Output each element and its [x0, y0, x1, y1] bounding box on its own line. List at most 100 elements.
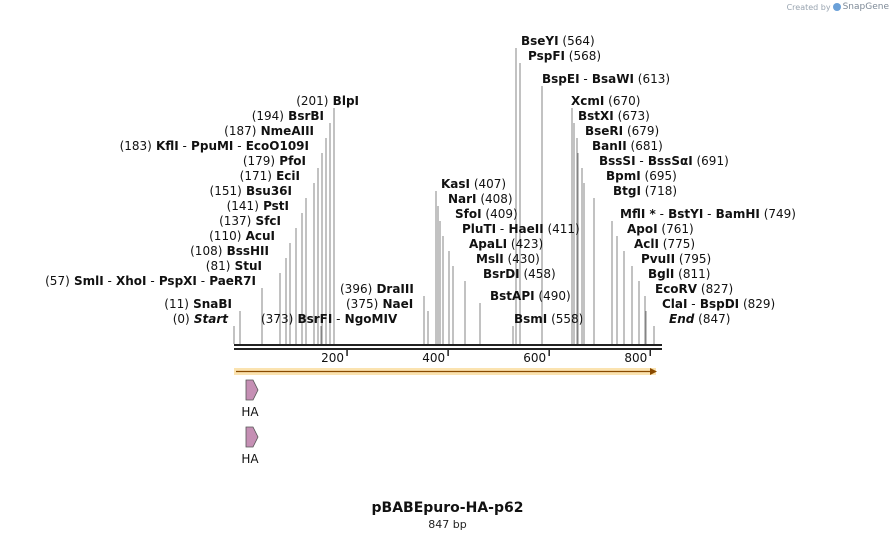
- site-separator: -: [496, 222, 504, 236]
- site-label-4[interactable]: (179) PfoI: [243, 154, 306, 168]
- site-separator: -: [197, 274, 205, 288]
- enzyme-name: Start: [190, 312, 230, 326]
- credit-prefix: Created by: [786, 2, 831, 12]
- site-position: (681): [627, 139, 663, 153]
- site-label-17[interactable]: (375) NaeI: [346, 297, 413, 311]
- enzyme-name: NmeAIII: [256, 124, 314, 138]
- site-label-21[interactable]: PluTI - HaeII (411): [462, 222, 580, 236]
- site-position: (375): [346, 297, 378, 311]
- site-label-12[interactable]: (57) SmlI - XhoI - PspXI - PaeR7I: [45, 274, 256, 288]
- enzyme-name: BsrFI: [293, 312, 332, 326]
- site-position: (679): [623, 124, 659, 138]
- enzyme-name: PaeR7I: [205, 274, 256, 288]
- enzyme-name: End: [669, 312, 695, 326]
- site-label-40[interactable]: PvuII (795): [641, 252, 711, 266]
- site-label-30[interactable]: XcmI (670): [571, 94, 640, 108]
- site-label-38[interactable]: ApoI (761): [627, 222, 694, 236]
- feature-ha-arrow[interactable]: [245, 379, 259, 401]
- orf-arrow[interactable]: [234, 368, 657, 375]
- site-label-1[interactable]: (194) BsrBI: [252, 109, 324, 123]
- site-label-6[interactable]: (151) Bsu36I: [210, 184, 292, 198]
- site-label-14[interactable]: (0) Start: [173, 312, 230, 326]
- site-label-43[interactable]: ClaI - BspDI (829): [662, 297, 775, 311]
- site-label-28[interactable]: PspFI (568): [528, 49, 601, 63]
- site-label-33[interactable]: BanII (681): [592, 139, 663, 153]
- enzyme-name: HaeII: [504, 222, 543, 236]
- site-position: (691): [693, 154, 729, 168]
- site-position: (673): [614, 109, 650, 123]
- enzyme-name: PstI: [259, 199, 289, 213]
- site-label-9[interactable]: (110) AcuI: [209, 229, 275, 243]
- ruler-tick-label: 400: [422, 351, 445, 365]
- site-label-11[interactable]: (81) StuI: [206, 259, 262, 273]
- enzyme-name: DraIII: [372, 282, 414, 296]
- site-position: (409): [482, 207, 518, 221]
- enzyme-name: BssSαI: [644, 154, 693, 168]
- site-label-44[interactable]: End (847): [669, 312, 730, 326]
- site-position: (407): [470, 177, 506, 191]
- site-position: (108): [190, 244, 222, 258]
- dna-backbone: [234, 344, 662, 350]
- site-position: (141): [227, 199, 259, 213]
- site-label-22[interactable]: ApaLI (423): [469, 237, 543, 251]
- site-label-39[interactable]: AclI (775): [634, 237, 695, 251]
- enzyme-name: BtgI: [613, 184, 641, 198]
- site-position: (110): [209, 229, 241, 243]
- enzyme-name: SfoI: [455, 207, 482, 221]
- site-label-32[interactable]: BseRI (679): [585, 124, 659, 138]
- site-label-19[interactable]: NarI (408): [448, 192, 513, 206]
- site-label-34[interactable]: BssSI - BssSαI (691): [599, 154, 729, 168]
- feature-ha-label: HA: [241, 452, 259, 466]
- site-label-20[interactable]: SfoI (409): [455, 207, 518, 221]
- site-label-16[interactable]: (396) DraIII: [340, 282, 414, 296]
- site-label-41[interactable]: BglI (811): [648, 267, 710, 281]
- enzyme-name: BpmI: [606, 169, 641, 183]
- site-label-15[interactable]: (373) BsrFI - NgoMIV: [261, 312, 398, 326]
- site-label-36[interactable]: BtgI (718): [613, 184, 677, 198]
- enzyme-name: BstXI: [578, 109, 614, 123]
- site-position: (137): [219, 214, 251, 228]
- site-position: (423): [507, 237, 543, 251]
- site-label-13[interactable]: (11) SnaBI: [164, 297, 232, 311]
- site-position: (183): [120, 139, 152, 153]
- site-label-26[interactable]: BsmI (558): [514, 312, 583, 326]
- site-label-2[interactable]: (187) NmeAIII: [224, 124, 314, 138]
- site-label-8[interactable]: (137) SfcI: [219, 214, 281, 228]
- site-position: (568): [565, 49, 601, 63]
- enzyme-name: BseRI: [585, 124, 623, 138]
- site-label-3[interactable]: (183) KflI - PpuMI - EcoO109I: [120, 139, 309, 153]
- site-label-37[interactable]: MflI * - BstYI - BamHI (749): [620, 207, 796, 221]
- site-label-27[interactable]: BseYI (564): [521, 34, 595, 48]
- site-position: (718): [641, 184, 677, 198]
- site-position: (171): [240, 169, 272, 183]
- enzyme-name: BglI: [648, 267, 674, 281]
- site-position: (558): [547, 312, 583, 326]
- site-label-29[interactable]: BspEI - BsaWI (613): [542, 72, 670, 86]
- site-label-23[interactable]: MslI (430): [476, 252, 540, 266]
- enzyme-name: PpuMI: [187, 139, 234, 153]
- feature-ha-arrow[interactable]: [245, 426, 259, 448]
- site-position: (179): [243, 154, 275, 168]
- site-position: (408): [477, 192, 513, 206]
- credit-brand: SnapGene: [842, 2, 889, 12]
- site-label-25[interactable]: BstAPI (490): [490, 289, 571, 303]
- site-label-35[interactable]: BpmI (695): [606, 169, 677, 183]
- site-position: (829): [739, 297, 775, 311]
- site-position: (613): [634, 72, 670, 86]
- site-labels: (201) BlpI(194) BsrBI(187) NmeAIII(183) …: [45, 34, 796, 326]
- site-label-24[interactable]: BsrDI (458): [483, 267, 556, 281]
- snapgene-credit: Created by SnapGene: [787, 2, 889, 12]
- site-position: (564): [559, 34, 595, 48]
- site-label-42[interactable]: EcoRV (827): [655, 282, 733, 296]
- site-label-10[interactable]: (108) BssHII: [190, 244, 269, 258]
- site-position: (373): [261, 312, 293, 326]
- site-label-7[interactable]: (141) PstI: [227, 199, 289, 213]
- site-label-18[interactable]: KasI (407): [441, 177, 506, 191]
- enzyme-name: NarI: [448, 192, 477, 206]
- site-position: (761): [658, 222, 694, 236]
- site-label-5[interactable]: (171) EciI: [240, 169, 300, 183]
- ruler-tick-label: 600: [523, 351, 546, 365]
- site-label-31[interactable]: BstXI (673): [578, 109, 650, 123]
- site-position: (57): [45, 274, 70, 288]
- site-label-0[interactable]: (201) BlpI: [296, 94, 359, 108]
